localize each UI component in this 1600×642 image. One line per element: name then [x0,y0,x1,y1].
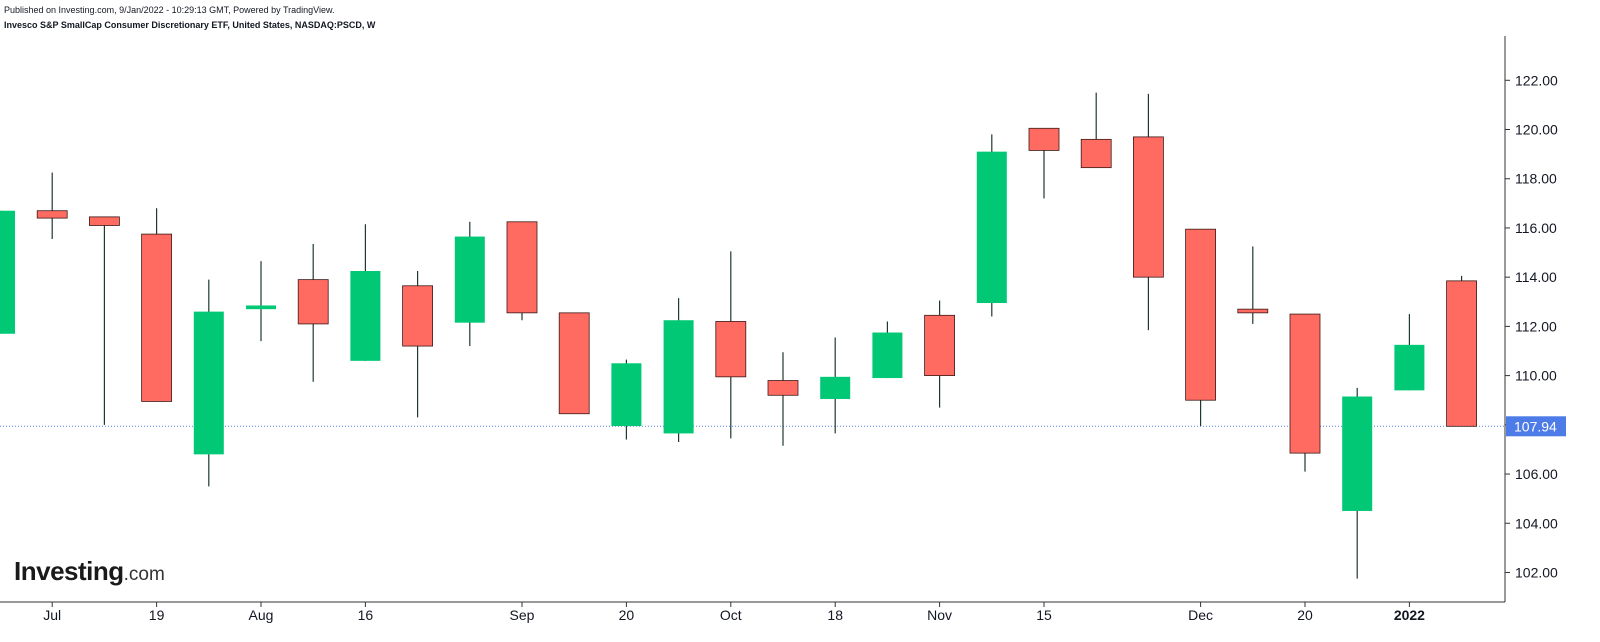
candle-body [1446,280,1477,427]
x-tick-label: 15 [1036,607,1052,623]
x-tick-label: 20 [619,607,635,623]
candle[interactable] [1185,228,1216,427]
candle-body [1185,228,1216,401]
candle[interactable] [1133,93,1164,331]
candle-body [820,376,851,399]
x-tick-label: Dec [1188,607,1213,623]
x-tick-label: 19 [149,607,165,623]
candle[interactable] [715,251,747,439]
candle-body [1342,396,1373,511]
y-tick-label: 114.00 [1515,269,1557,285]
candle[interactable] [1080,92,1112,169]
x-tick-label: 2022 [1394,607,1425,623]
investing-logo: Investing.com [14,556,165,587]
candle-body [1394,344,1425,391]
candle[interactable] [1446,275,1477,427]
candle-body [402,285,434,347]
x-tick-label: Aug [249,607,274,623]
x-tick-label: Nov [927,607,952,623]
axes-layer: 102.00104.00106.00108.00110.00112.00114.… [0,36,1566,623]
candle[interactable] [0,210,15,334]
candle-body [976,151,1007,304]
last-price-tag: 107.94 [1506,416,1566,437]
candles-layer [0,92,1477,579]
x-tick-label: 20 [1297,607,1313,623]
candle-body [1237,308,1269,314]
y-tick-label: 110.00 [1515,368,1557,384]
candle[interactable] [141,208,173,402]
candle-body [663,320,694,434]
candle-body [350,271,381,361]
y-tick-label: 104.00 [1515,515,1558,531]
candle[interactable] [36,172,68,240]
chart-title: Invesco S&P SmallCap Consumer Discretion… [4,20,376,30]
candle[interactable] [1342,387,1373,579]
candle-body [297,279,329,325]
candle[interactable] [506,221,538,321]
candle-body [767,380,799,396]
candle-body [506,221,538,314]
logo-main-text: Investing [14,556,124,586]
candle[interactable] [976,134,1007,317]
candle-body [36,210,68,219]
x-tick-label: Oct [720,607,742,623]
y-tick-label: 118.00 [1515,171,1557,187]
candle-body [454,236,485,323]
candle[interactable] [1394,314,1425,391]
candle-body [193,311,224,455]
candle[interactable] [1289,313,1321,472]
x-tick-label: Sep [510,607,535,623]
candle-body [1080,138,1112,169]
candle-body [246,305,276,310]
candle[interactable] [193,279,224,487]
candle-body [1289,313,1321,454]
published-note: Published on Investing.com, 9/Jan/2022 -… [4,5,335,15]
logo-suffix-text: .com [123,564,165,585]
candle-body [611,363,642,427]
candle-body [0,210,15,334]
y-tick-label: 112.00 [1515,318,1557,334]
x-tick-label: 16 [358,607,374,623]
last-price-tag-label: 107.94 [1514,418,1557,434]
candle[interactable] [1028,127,1060,199]
candle[interactable] [402,271,434,418]
candle[interactable] [611,359,642,440]
y-tick-label: 120.00 [1515,122,1558,138]
candle-body [141,233,173,402]
candle[interactable] [350,224,381,361]
candle[interactable] [454,221,485,347]
candle[interactable] [297,243,329,382]
last-price-tag-bg [1506,416,1566,437]
candle-body [89,216,120,226]
y-tick-label: 122.00 [1515,72,1558,88]
candle[interactable] [246,261,276,342]
candle[interactable] [89,216,120,425]
candle[interactable] [558,312,590,415]
candle-body [872,332,903,379]
candle-body [558,312,590,415]
y-tick-label: 102.00 [1515,564,1558,580]
x-tick-label: Jul [43,607,61,623]
candle[interactable] [663,298,694,443]
candle[interactable] [1237,246,1269,324]
candle[interactable] [820,337,851,434]
candle-body [715,321,747,378]
candle[interactable] [872,321,903,379]
candle[interactable] [767,352,799,446]
candle-body [1133,136,1164,278]
candle[interactable] [924,300,955,408]
y-tick-label: 106.00 [1515,466,1558,482]
y-tick-label: 116.00 [1515,220,1557,236]
candle-body [1028,127,1060,151]
x-tick-label: 18 [827,607,843,623]
candle-body [924,314,955,376]
